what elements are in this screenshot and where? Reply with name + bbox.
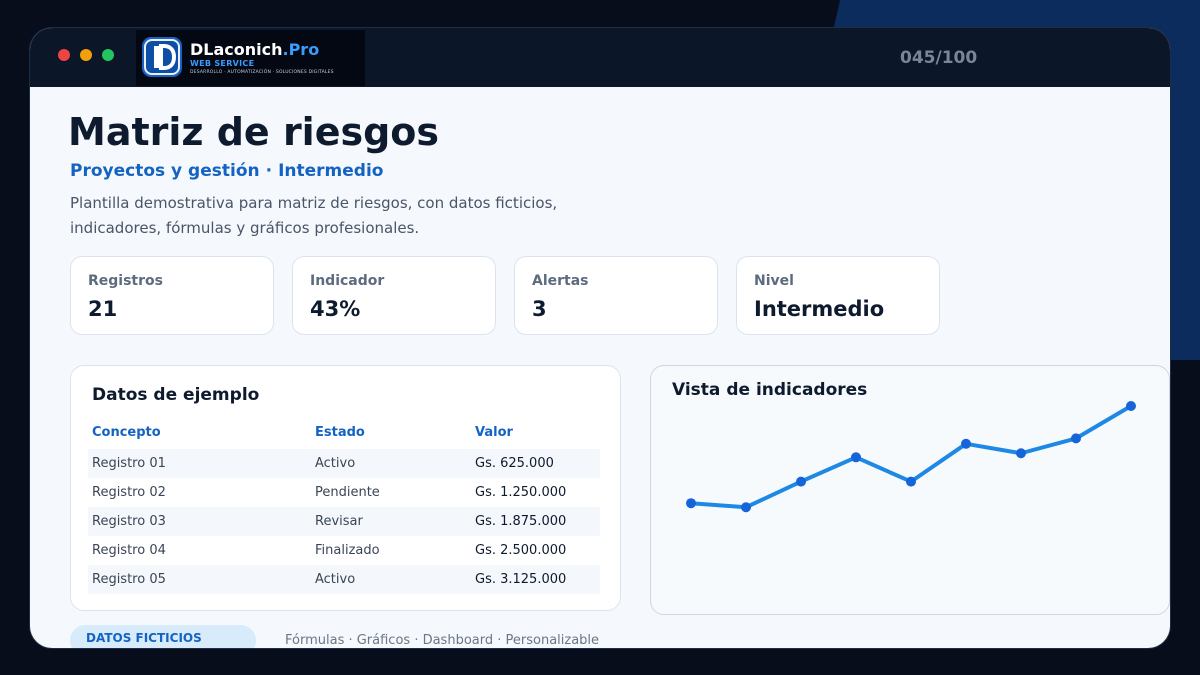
stat-card-indicador: Indicador 43%	[292, 256, 496, 335]
data-point-8	[1071, 433, 1081, 444]
cell-estado: Activo	[315, 572, 356, 587]
data-point-3	[796, 476, 806, 487]
cell-concepto: Registro 05	[92, 572, 166, 587]
table-row: Registro 02 Pendiente Gs. 1.250.000	[88, 478, 600, 507]
stat-card-nivel: Nivel Intermedio	[736, 256, 940, 335]
column-header-concepto: Concepto	[92, 425, 161, 440]
logo-d-icon	[142, 37, 182, 77]
brand-tagline: DESARROLLO · AUTOMATIZACIÓN · SOLUCIONES…	[190, 70, 334, 75]
table-row: Registro 05 Activo Gs. 3.125.000	[88, 565, 600, 594]
cell-valor: Gs. 3.125.000	[475, 572, 567, 587]
chart-title: Vista de indicadores	[672, 380, 868, 400]
series-line	[690, 404, 1133, 510]
data-point-7	[1016, 448, 1026, 459]
cell-estado: Activo	[315, 456, 356, 471]
stat-label: Nivel	[754, 273, 794, 289]
page-counter: 045/100	[900, 48, 978, 68]
fictitious-data-badge: DATOS FICTICIOS	[70, 625, 256, 648]
cell-concepto: Registro 04	[92, 543, 166, 558]
stat-value: 43%	[310, 297, 361, 321]
stat-value: 3	[532, 297, 547, 321]
data-point-6	[961, 438, 971, 449]
brand-logo: DLaconich.Pro WEB SERVICE DESARROLLO · A…	[136, 30, 365, 86]
maximize-window-button[interactable]	[102, 49, 114, 61]
minimize-window-button[interactable]	[80, 49, 92, 61]
indicators-chart-card: Vista de indicadores	[650, 365, 1170, 615]
stat-card-alertas: Alertas 3	[514, 256, 718, 335]
cell-valor: Gs. 1.250.000	[475, 485, 567, 500]
sample-data-table: Datos de ejemplo Concepto Estado Valor R…	[70, 365, 621, 611]
cell-valor: Gs. 625.000	[475, 456, 554, 471]
title-bar: DLaconich.Pro WEB SERVICE DESARROLLO · A…	[30, 28, 1170, 87]
cell-concepto: Registro 01	[92, 456, 166, 471]
table-title: Datos de ejemplo	[92, 385, 260, 405]
features-text: Fórmulas · Gráficos · Dashboard · Person…	[285, 633, 600, 648]
stat-label: Indicador	[310, 273, 385, 289]
close-window-button[interactable]	[58, 49, 70, 61]
data-point-5	[906, 476, 916, 487]
page-subtitle: Proyectos y gestión · Intermedio	[70, 161, 383, 181]
level-label: Intermedio	[278, 161, 384, 181]
table-row: Registro 03 Revisar Gs. 1.875.000	[88, 507, 600, 536]
app-window: DLaconich.Pro WEB SERVICE DESARROLLO · A…	[30, 28, 1170, 648]
data-point-9	[1126, 401, 1136, 411]
cell-valor: Gs. 2.500.000	[475, 543, 567, 558]
stat-value: Intermedio	[754, 297, 885, 321]
page-description: Plantilla demostrativa para matriz de ri…	[70, 194, 558, 237]
table-row: Registro 01 Activo Gs. 625.000	[88, 449, 600, 478]
column-header-valor: Valor	[475, 425, 513, 440]
line-chart	[686, 401, 1136, 513]
cell-concepto: Registro 03	[92, 514, 166, 529]
data-point-1	[686, 498, 696, 509]
page-title: Matriz de riesgos	[68, 110, 440, 154]
stat-label: Registros	[88, 273, 163, 289]
brand-name: DLaconich.Pro	[190, 40, 320, 59]
cell-concepto: Registro 02	[92, 485, 166, 500]
cell-estado: Revisar	[315, 514, 363, 529]
cell-estado: Pendiente	[315, 485, 380, 500]
subtitle-separator: ·	[265, 161, 273, 181]
cell-estado: Finalizado	[315, 543, 380, 558]
stat-card-registros: Registros 21	[70, 256, 274, 335]
column-header-estado: Estado	[315, 425, 365, 440]
data-point-4	[851, 452, 861, 463]
table-row: Registro 04 Finalizado Gs. 2.500.000	[88, 536, 600, 565]
stat-value: 21	[88, 297, 118, 321]
cell-valor: Gs. 1.875.000	[475, 514, 567, 529]
data-point-2	[741, 502, 751, 513]
stat-label: Alertas	[532, 273, 589, 289]
category-label: Proyectos y gestión	[70, 161, 260, 181]
brand-subtitle: WEB SERVICE	[190, 59, 255, 68]
